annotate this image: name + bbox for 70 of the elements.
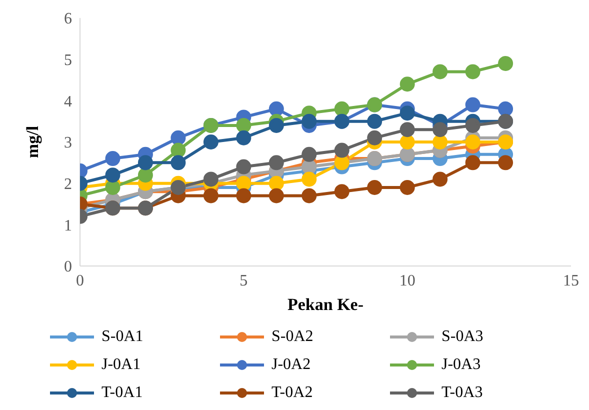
point xyxy=(465,155,480,170)
point xyxy=(170,155,186,170)
x-tick-label: 15 xyxy=(563,272,579,290)
point xyxy=(400,180,415,195)
y-tick-label: 3 xyxy=(64,134,72,152)
legend-label: J-0A3 xyxy=(442,356,481,374)
point xyxy=(236,159,252,174)
point xyxy=(236,176,252,191)
point xyxy=(432,172,448,187)
point xyxy=(268,155,284,170)
y-tick-label: 2 xyxy=(64,176,72,194)
point xyxy=(105,168,120,183)
point xyxy=(334,101,350,116)
legend-label: J-0A2 xyxy=(272,356,311,374)
point xyxy=(236,130,252,146)
point xyxy=(268,176,284,191)
x-axis-title: Pekan Ke- xyxy=(287,295,364,314)
point xyxy=(465,134,480,150)
legend-label: S-0A1 xyxy=(102,328,144,346)
legend-label: S-0A3 xyxy=(442,328,484,346)
point xyxy=(432,64,448,80)
point xyxy=(170,142,186,158)
point xyxy=(465,64,480,80)
point xyxy=(236,118,252,133)
point xyxy=(498,155,514,170)
point xyxy=(400,134,415,150)
y-tick-label: 6 xyxy=(64,10,72,28)
point xyxy=(465,97,480,112)
point xyxy=(400,106,415,121)
point xyxy=(334,184,350,200)
y-axis-title: mg/l xyxy=(23,126,42,158)
legend-label: J-0A1 xyxy=(102,356,141,374)
point xyxy=(105,151,120,166)
point xyxy=(432,122,448,138)
legend-label: T-0A2 xyxy=(272,384,313,402)
legend-label: T-0A1 xyxy=(102,384,143,402)
point xyxy=(498,56,514,71)
point xyxy=(138,168,153,183)
point xyxy=(302,172,317,187)
legend-label: T-0A3 xyxy=(442,384,483,402)
point xyxy=(334,142,350,158)
point xyxy=(498,101,514,116)
point xyxy=(203,134,218,150)
point xyxy=(268,188,284,204)
legend-label: S-0A2 xyxy=(272,328,314,346)
point xyxy=(203,188,218,204)
point xyxy=(367,130,382,146)
x-tick-label: 10 xyxy=(399,272,416,290)
point xyxy=(105,180,120,195)
y-tick-label: 1 xyxy=(64,217,72,234)
point xyxy=(465,118,480,133)
point xyxy=(367,114,382,129)
y-tick-label: 4 xyxy=(64,93,72,110)
x-tick-label: 0 xyxy=(76,272,84,290)
point xyxy=(170,130,186,146)
point xyxy=(400,76,415,92)
point xyxy=(268,118,284,133)
point xyxy=(367,180,382,195)
x-tick-label: 5 xyxy=(240,272,248,290)
point xyxy=(432,134,448,150)
y-tick-label: 5 xyxy=(64,52,72,70)
point xyxy=(203,172,218,187)
point xyxy=(236,188,252,204)
point xyxy=(138,155,153,170)
point xyxy=(400,122,415,138)
y-tick-label: 0 xyxy=(64,258,72,276)
point xyxy=(302,114,317,129)
point xyxy=(302,188,317,204)
point xyxy=(302,146,317,162)
point xyxy=(268,101,284,116)
